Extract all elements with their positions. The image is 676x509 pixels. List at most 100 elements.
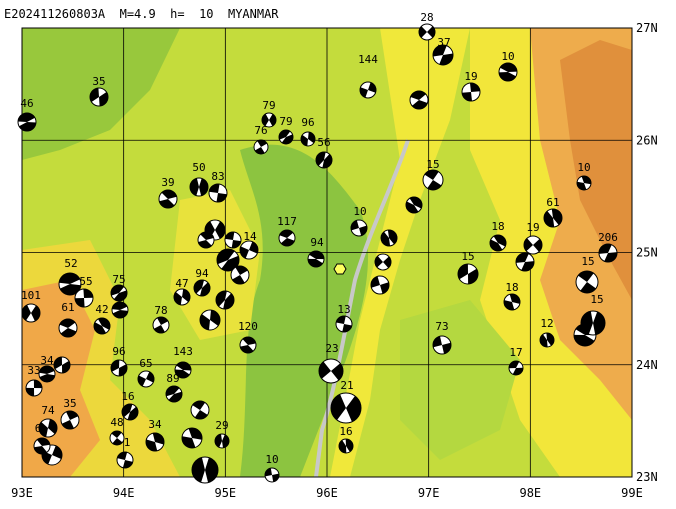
focal-mechanism bbox=[174, 361, 192, 379]
beachball-quadrant bbox=[59, 319, 77, 337]
beachball-quadrant bbox=[278, 129, 294, 145]
focal-mechanism bbox=[58, 318, 78, 338]
beachball-quadrant bbox=[34, 437, 50, 455]
focal-mechanism bbox=[191, 456, 219, 484]
focal-mechanism bbox=[307, 250, 325, 268]
epicenter-marker bbox=[333, 263, 347, 275]
beachball-quadrant bbox=[300, 132, 316, 146]
focal-mechanism bbox=[380, 229, 398, 247]
beachball-quadrant bbox=[578, 271, 596, 293]
focal-mechanism bbox=[230, 265, 250, 285]
depth-label: 15 bbox=[426, 158, 439, 171]
depth-label: 206 bbox=[598, 231, 618, 244]
depth-label: 33 bbox=[27, 364, 40, 377]
beachball-quadrant bbox=[217, 249, 239, 271]
depth-label: 42 bbox=[95, 303, 108, 316]
beachball-quadrant bbox=[39, 366, 55, 382]
beachball-quadrant bbox=[318, 361, 344, 381]
focal-mechanism bbox=[53, 356, 71, 374]
depth-label: 46 bbox=[20, 97, 33, 110]
map-frame bbox=[21, 27, 633, 478]
beachball-quadrant bbox=[576, 175, 592, 191]
beachball-quadrant bbox=[89, 88, 109, 106]
beachball-quadrant bbox=[215, 434, 229, 448]
focal-mechanism bbox=[158, 189, 178, 209]
focal-mechanism bbox=[60, 410, 80, 430]
beachball-quadrant bbox=[216, 291, 234, 309]
beachball-quadrant bbox=[432, 336, 452, 354]
beachball-quadrant bbox=[524, 238, 542, 252]
focal-mechanism bbox=[214, 433, 230, 449]
focal-mechanism bbox=[145, 432, 165, 452]
depth-label: 12 bbox=[540, 317, 553, 330]
depth-label: 48 bbox=[110, 416, 123, 429]
focal-mechanism bbox=[370, 275, 390, 295]
depth-label: 144 bbox=[358, 53, 378, 66]
beachball-quadrant bbox=[137, 371, 155, 387]
beachball-quadrant bbox=[41, 445, 63, 465]
beachball-quadrant bbox=[351, 220, 367, 236]
depth-label: 1 bbox=[124, 436, 131, 449]
beachball-quadrant bbox=[307, 251, 325, 267]
focal-mechanism bbox=[110, 359, 128, 377]
beachball-quadrant bbox=[192, 457, 218, 483]
focal-mechanism bbox=[278, 229, 296, 247]
depth-label: 83 bbox=[211, 170, 224, 183]
depth-label: 96 bbox=[301, 116, 314, 129]
depth-label: 21 bbox=[340, 379, 353, 392]
depth-label: 120 bbox=[238, 320, 258, 333]
beachball-quadrant bbox=[336, 316, 352, 332]
beachball-quadrant bbox=[146, 433, 164, 451]
beachball-quadrant bbox=[580, 311, 606, 335]
focal-mechanism bbox=[300, 131, 316, 147]
focal-mechanism bbox=[374, 253, 392, 271]
depth-label: 10 bbox=[353, 205, 366, 218]
beachball-quadrant bbox=[279, 230, 295, 246]
depth-label: 15 bbox=[461, 250, 474, 263]
depth-label: 10 bbox=[501, 50, 514, 63]
lon-label: 97E bbox=[418, 486, 440, 500]
beachball-quadrant bbox=[457, 264, 479, 284]
beachball-quadrant bbox=[331, 394, 361, 422]
focal-mechanism bbox=[239, 240, 259, 260]
lat-label: 26N bbox=[636, 133, 658, 147]
title: E202411260803A M=4.9 h= 10 MYANMAR bbox=[4, 7, 279, 21]
focal-mechanism bbox=[278, 129, 294, 145]
focal-mechanism bbox=[418, 23, 436, 41]
lon-label: 96E bbox=[316, 486, 338, 500]
beachball-quadrant bbox=[543, 209, 563, 227]
lat-label: 25N bbox=[636, 246, 658, 260]
focal-mechanism bbox=[264, 467, 280, 483]
beachball-quadrant bbox=[381, 230, 397, 246]
beachball-quadrant bbox=[59, 273, 81, 295]
depth-label: 75 bbox=[112, 273, 125, 286]
focal-mechanism bbox=[543, 208, 563, 228]
beachball-quadrant bbox=[75, 288, 93, 308]
beachball-quadrant bbox=[174, 361, 192, 379]
depth-label: 61 bbox=[61, 301, 74, 314]
depth-label: 55 bbox=[79, 275, 92, 288]
focal-mechanism bbox=[197, 231, 215, 249]
depth-label: 6 bbox=[35, 422, 42, 435]
depth-label: 101 bbox=[21, 289, 41, 302]
beachball-quadrant bbox=[199, 310, 221, 330]
beachball-quadrant bbox=[209, 183, 227, 203]
depth-label: 10 bbox=[577, 161, 590, 174]
beachball-quadrant bbox=[254, 139, 268, 155]
focal-mechanism bbox=[318, 358, 344, 384]
depth-label: 35 bbox=[92, 75, 105, 88]
beachball-quadrant bbox=[153, 316, 169, 334]
focal-mechanism bbox=[38, 365, 56, 383]
beachball-quadrant bbox=[410, 90, 428, 110]
focal-mechanism bbox=[409, 90, 429, 110]
beachball-quadrant bbox=[117, 452, 133, 468]
focal-mechanism bbox=[165, 385, 183, 403]
focal-mechanism bbox=[89, 87, 109, 107]
focal-mechanism bbox=[239, 336, 257, 354]
beachball-quadrant bbox=[359, 82, 377, 98]
depth-label: 94 bbox=[310, 236, 324, 249]
beachball-quadrant bbox=[316, 152, 332, 168]
focal-mechanism bbox=[575, 270, 599, 294]
focal-mechanism bbox=[208, 183, 228, 203]
